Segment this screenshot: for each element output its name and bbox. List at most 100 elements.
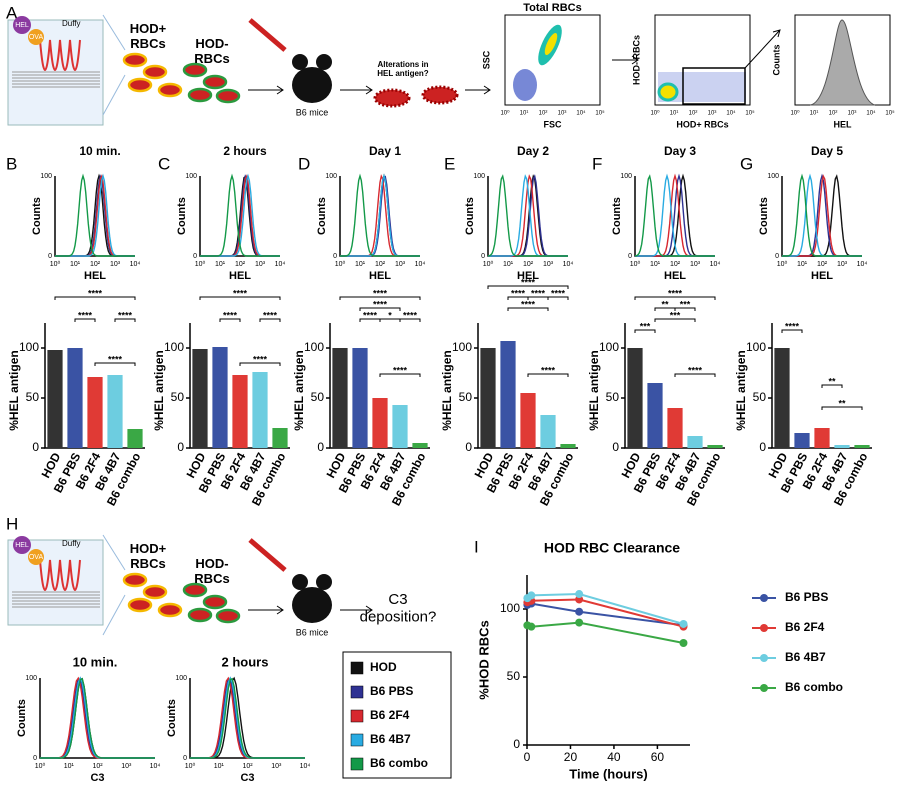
rbc <box>182 62 208 78</box>
tick-label: 100 <box>175 675 187 682</box>
rbc <box>182 582 208 598</box>
significance-label: **** <box>668 288 683 298</box>
significance-label: ** <box>838 398 846 408</box>
tick-label: 0 <box>628 253 632 260</box>
mouse <box>292 67 332 103</box>
significance-bracket <box>379 373 421 377</box>
gate <box>682 67 746 105</box>
mouse-ear <box>316 574 332 590</box>
tick-label: 10³ <box>708 111 717 117</box>
bar <box>480 348 496 448</box>
tick-label: 10⁰ <box>650 110 660 117</box>
axis-label: HOD- RBCs <box>631 35 641 85</box>
tick-label: 10⁰ <box>500 110 510 117</box>
bar <box>707 445 723 448</box>
significance-bracket <box>339 296 421 300</box>
arrow <box>340 605 373 615</box>
tick-label: 10⁰ <box>185 762 196 770</box>
tick-label: 10⁰ <box>35 762 46 770</box>
tick-label: 10⁵ <box>745 110 755 117</box>
label: B6 mice <box>296 627 329 637</box>
label: HOD-RBCs <box>194 36 229 66</box>
tick-label: 100 <box>473 173 485 180</box>
significance-bracket <box>547 296 569 300</box>
bar <box>252 372 268 448</box>
legend-swatch <box>350 685 364 699</box>
label: Duffy <box>62 19 81 28</box>
legend-label: B6 PBS <box>370 684 413 698</box>
bar <box>794 433 810 448</box>
tick-label: 10¹ <box>70 261 81 268</box>
chart-title: HOD RBC Clearance <box>544 540 680 556</box>
y-axis-label: %HEL antigen <box>292 350 306 430</box>
chart-title: Day 5 <box>811 144 843 158</box>
chart-title: 2 hours <box>223 144 267 158</box>
arrow <box>465 85 491 95</box>
y-tick-label: 100 <box>746 340 766 354</box>
axis-label: HEL <box>664 270 686 282</box>
axis-label: Counts <box>176 197 188 235</box>
tick-label: 10¹ <box>355 261 366 268</box>
tick-label: 10³ <box>395 261 406 268</box>
tick-label: 0 <box>193 253 197 260</box>
bar <box>332 348 348 448</box>
rbc <box>122 572 148 588</box>
y-tick-label: 0 <box>513 737 520 751</box>
significance-bracket <box>487 285 569 289</box>
significance-label: **** <box>521 277 536 287</box>
legend-label: B6 4B7 <box>785 650 826 664</box>
mouse <box>292 587 332 623</box>
histogram-curve <box>40 676 155 759</box>
significance-label: **** <box>688 365 703 375</box>
axis-label: HEL <box>834 119 853 129</box>
significance-bracket <box>821 406 863 410</box>
panel-letter: E <box>444 154 455 173</box>
bar <box>647 383 663 448</box>
histogram-shape <box>809 19 876 106</box>
histogram-curve <box>190 676 305 759</box>
label: Alterations in HEL antigen? <box>377 60 429 78</box>
tick-label: 10⁴ <box>275 261 286 268</box>
significance-bracket <box>54 296 136 300</box>
histogram-curve <box>190 677 305 759</box>
significance-label: ** <box>828 376 836 386</box>
significance-label: **** <box>403 310 418 320</box>
y-axis-label: %HEL antigen <box>587 350 601 430</box>
data-point <box>527 591 536 600</box>
tick-label: 10¹ <box>670 111 679 117</box>
bar <box>87 377 103 448</box>
significance-bracket <box>507 307 549 311</box>
y-tick-label: 50 <box>311 390 325 404</box>
duffy-protein <box>39 559 81 591</box>
significance-bracket <box>674 307 696 311</box>
tick-label: 10⁵ <box>885 110 895 117</box>
label: OVA <box>29 554 44 561</box>
significance-label: **** <box>78 310 93 320</box>
y-tick-label: 100 <box>500 601 520 615</box>
tick-label: 10³ <box>848 111 857 117</box>
tick-label: 100 <box>620 173 632 180</box>
histogram-curve <box>40 677 155 759</box>
bar <box>352 348 368 448</box>
y-tick-label: 0 <box>317 440 324 454</box>
panel-letter: G <box>740 154 753 173</box>
hel-blob <box>13 536 31 554</box>
legend-swatch <box>350 733 364 747</box>
arrow <box>340 85 373 95</box>
y-tick-label: 0 <box>177 440 184 454</box>
bar <box>392 405 408 448</box>
tick-label: 10⁰ <box>335 260 346 268</box>
significance-bracket <box>74 318 96 322</box>
significance-label: **** <box>233 288 248 298</box>
significance-bracket <box>219 318 241 322</box>
bar <box>854 445 870 448</box>
significance-bracket <box>527 373 569 377</box>
significance-label: **** <box>88 288 103 298</box>
tick-label: 10² <box>689 111 698 117</box>
chart-title: 10 min. <box>79 144 120 158</box>
tick-label: 10² <box>375 261 386 268</box>
tick-label: 10⁴ <box>150 763 161 770</box>
significance-bracket <box>674 373 716 377</box>
rbc <box>215 608 241 624</box>
tick-label: 0 <box>183 755 187 762</box>
